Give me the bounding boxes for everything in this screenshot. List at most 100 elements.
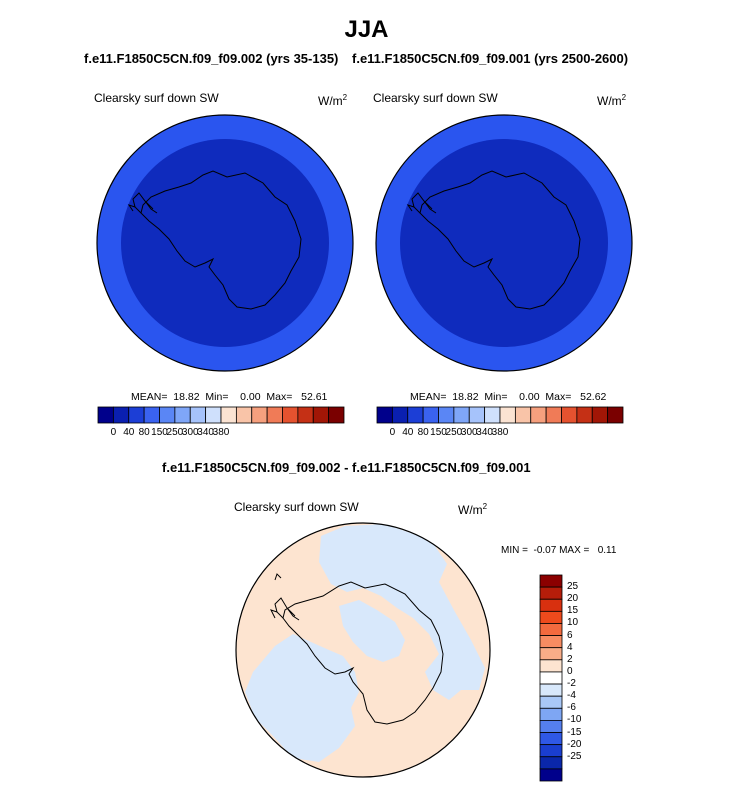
colorbar-swatch [205,406,222,424]
diff-map [235,522,491,778]
colorbar-tick-label: 80 [138,427,150,438]
colorbar-tick-label: -25 [567,750,582,762]
colorbar-tick-label: -6 [567,702,576,714]
antarctica-coastline [140,170,302,310]
colorbar-swatch [530,406,547,424]
diff-panel-units: W/m2 [458,502,488,517]
colorbar-swatch [539,598,563,612]
diff-map-border [235,522,491,778]
left-panel-variable: Clearsky surf down SW [94,91,219,105]
colorbar-swatch [539,720,563,733]
colorbar-swatch [539,732,563,746]
colorbar-tick-label: -10 [567,714,582,726]
colorbar-tick-label: 25 [567,581,579,593]
colorbar-swatch [220,406,237,424]
colorbar-tick-label: 0 [567,665,573,677]
colorbar-swatch [159,406,176,424]
colorbar-tick-label: 0 [389,427,396,438]
left-panel-stats: MEAN= 18.82 Min= 0.00 Max= 52.61 [131,391,328,403]
colorbar-tick-label: -15 [567,726,582,738]
colorbar-swatch [391,406,409,424]
colorbar-tick-label: 300 [181,427,199,438]
colorbar-swatch [112,406,130,424]
colorbar-tick-label: -20 [567,738,582,750]
right-map [375,114,633,372]
diff-panel-stats: MIN = -0.07 MAX = 0.11 [501,545,617,556]
colorbar-swatch [539,659,563,673]
colorbar-tick-label: 0 [110,427,117,438]
colorbar-swatch [607,406,624,424]
colorbar-swatch [422,406,439,424]
colorbar-tick-label: 340 [476,427,493,438]
colorbar-swatch [312,406,330,424]
colorbar-tick-label: 6 [567,629,573,641]
colorbar-tick-label: 10 [567,617,579,629]
colorbar-tick-label: 2 [567,653,573,665]
antarctic-peninsula [406,192,437,214]
diff-panel-variable: Clearsky surf down SW [234,500,359,514]
colorbar-swatch [266,406,283,424]
colorbar-swatch [453,406,470,424]
colorbar-swatch [539,768,563,782]
diff-negative-region-north [319,524,485,700]
colorbar-tick-label: 300 [460,427,478,438]
subtitle-right: f.e11.F1850C5CN.f09_f09.001 (yrs 2500-26… [352,51,629,66]
colorbar-swatch [539,623,563,636]
colorbar-swatch [539,671,563,685]
colorbar-swatch [484,406,501,424]
colorbar-tick-label: 80 [417,427,429,438]
colorbar-swatch [328,406,345,424]
colorbar-swatch [468,406,486,424]
antarctic-peninsula [270,573,300,621]
colorbar-swatch [97,406,114,424]
colorbar-swatch [539,610,563,624]
left-colorbar [97,406,345,424]
right-panel-units: W/m2 [597,93,627,108]
diff-colorbar [539,574,563,782]
colorbar-swatch [251,406,268,424]
colorbar-swatch [561,406,578,424]
colorbar-tick-label: 340 [197,427,214,438]
colorbar-swatch [143,406,160,424]
left-panel-units: W/m2 [318,93,348,108]
diff-negative-region-center [339,600,405,662]
colorbar-swatch [539,647,563,661]
colorbar-swatch [174,406,191,424]
antarctic-peninsula [127,192,158,214]
right-panel-stats: MEAN= 18.82 Min= 0.00 Max= 52.62 [410,391,607,403]
colorbar-swatch [297,406,314,424]
colorbar-swatch [376,406,393,424]
colorbar-tick-label: 4 [567,641,573,653]
colorbar-swatch [539,756,563,770]
colorbar-swatch [545,406,562,424]
colorbar-tick-label: 150 [430,427,447,438]
colorbar-swatch [539,586,563,600]
right-colorbar [376,406,624,424]
colorbar-swatch [539,574,563,588]
colorbar-tick-label: 20 [567,593,579,605]
colorbar-swatch [189,406,207,424]
colorbar-swatch [514,406,532,424]
colorbar-swatch [438,406,455,424]
right-map-inner-region [400,139,608,347]
colorbar-swatch [539,635,563,649]
colorbar-tick-label: 250 [445,427,463,438]
colorbar-tick-label: 150 [151,427,168,438]
colorbar-tick-label: 380 [212,427,230,438]
colorbar-swatch [499,406,516,424]
left-map [96,114,354,372]
antarctica-coastline [282,581,444,725]
subtitle-left: f.e11.F1850C5CN.f09_f09.002 (yrs 35-135) [84,51,339,66]
colorbar-tick-label: 40 [402,427,414,438]
colorbar-tick-label: 250 [166,427,184,438]
right-panel-variable: Clearsky surf down SW [373,91,498,105]
colorbar-swatch [539,695,563,709]
colorbar-swatch [539,707,563,721]
colorbar-tick-label: 40 [123,427,135,438]
colorbar-swatch [539,683,563,697]
colorbar-tick-label: 380 [491,427,509,438]
diff-title: f.e11.F1850C5CN.f09_f09.002 - f.e11.F185… [162,460,531,475]
colorbar-swatch [576,406,593,424]
diff-negative-region-west [245,634,359,762]
colorbar-swatch [235,406,253,424]
